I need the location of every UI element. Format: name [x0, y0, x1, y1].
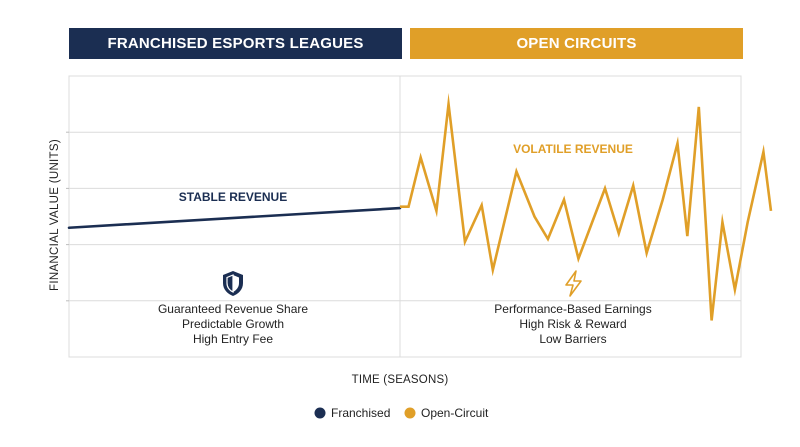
volatile-revenue-label: VOLATILE REVENUE — [513, 142, 633, 156]
franchised-feature-2: Predictable Growth — [182, 317, 284, 331]
y-axis-label: FINANCIAL VALUE (UNITS) — [49, 139, 61, 291]
legend-label-franchised: Franchised — [331, 406, 390, 420]
series-line-open-circuit — [400, 92, 773, 321]
franchised-banner: FRANCHISED ESPORTS LEAGUES — [69, 28, 402, 59]
franchised-feature-1: Guaranteed Revenue Share — [158, 302, 308, 316]
plot-frame — [68, 75, 742, 358]
series-line-franchised — [67, 206, 402, 230]
legend-marker-open-circuit — [404, 407, 416, 419]
stable-revenue-label: STABLE REVENUE — [179, 190, 287, 204]
chart-series — [67, 92, 773, 321]
lightning-icon — [565, 270, 582, 297]
legend-marker-franchised — [314, 407, 326, 419]
x-axis-label: TIME (SEASONS) — [352, 374, 449, 386]
open-circuits-banner: OPEN CIRCUITS — [410, 28, 743, 59]
open-feature-1: Performance-Based Earnings — [494, 302, 651, 316]
open-feature-2: High Risk & Reward — [519, 317, 626, 331]
open-feature-3: Low Barriers — [539, 332, 606, 346]
shield-icon — [223, 271, 243, 296]
legend-label-open-circuit: Open-Circuit — [421, 406, 489, 420]
franchised-feature-3: High Entry Fee — [193, 332, 273, 346]
legend: Franchised Open-Circuit — [314, 406, 489, 420]
chart-grid — [66, 75, 742, 358]
